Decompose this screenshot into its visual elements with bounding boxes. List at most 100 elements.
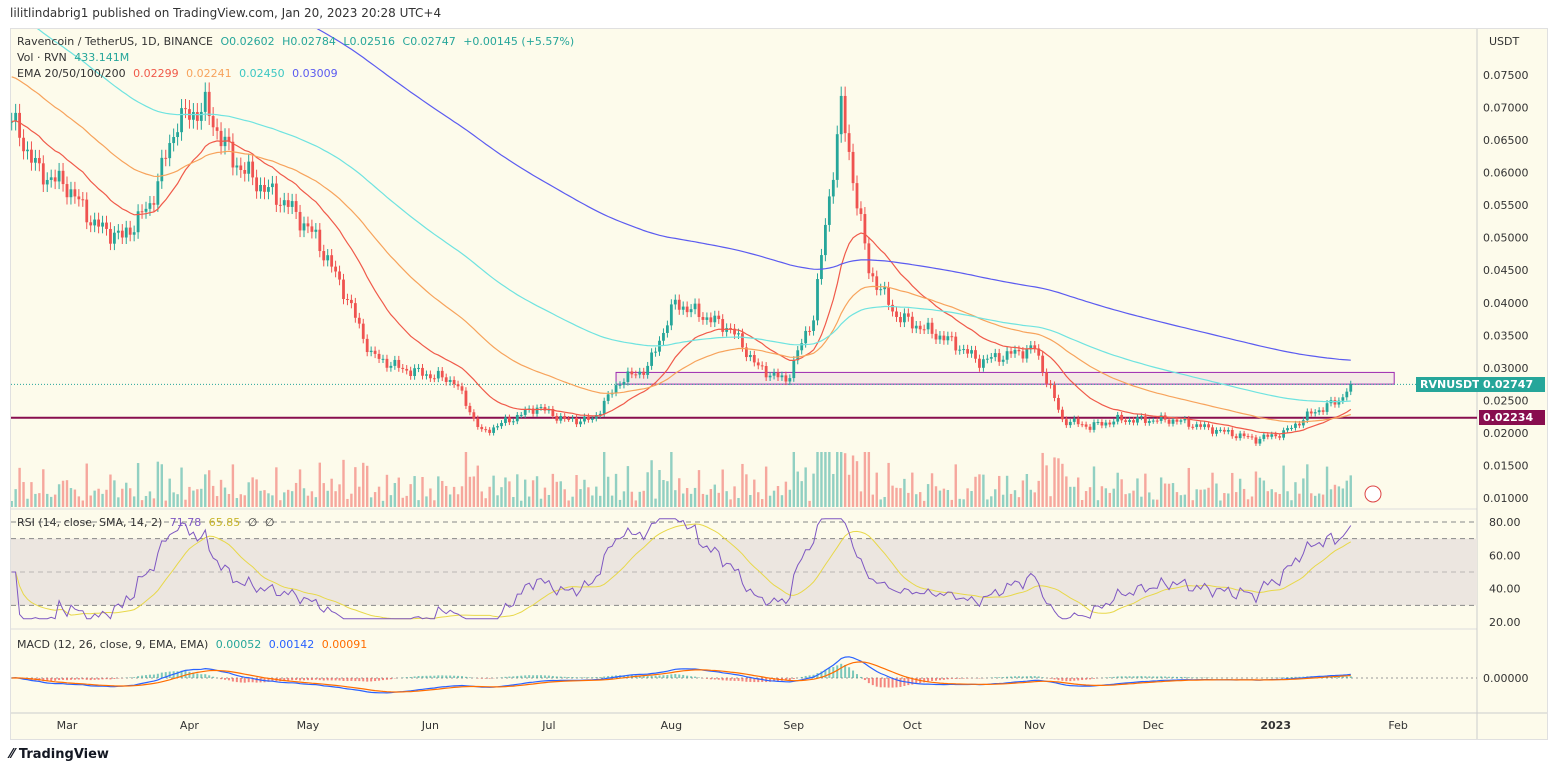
candle-body — [820, 255, 823, 280]
macd-histogram-bar — [1298, 676, 1301, 678]
volume-bar — [223, 487, 227, 507]
volume-bar — [69, 488, 73, 507]
rsi-line — [11, 518, 1352, 620]
volume-bar — [764, 466, 768, 507]
candle-body — [500, 422, 503, 427]
volume-bar — [188, 486, 191, 507]
high: H0.02784 — [282, 35, 336, 48]
candle-body — [310, 226, 314, 232]
macd-histogram-bar — [1148, 676, 1151, 678]
candle-body — [1112, 421, 1116, 425]
macd-histogram-bar — [350, 678, 353, 681]
macd-histogram-bar — [295, 678, 298, 681]
candle-body — [1286, 428, 1289, 431]
macd-histogram-bar — [1116, 676, 1119, 678]
volume-bar — [1080, 500, 1084, 507]
volume-bar — [1077, 477, 1080, 507]
candle-body — [515, 414, 519, 422]
volume-bar — [836, 452, 839, 507]
macd-histogram-bar — [547, 675, 550, 678]
candle-body — [1337, 400, 1341, 405]
time-label: Mar — [57, 719, 78, 732]
macd-histogram-bar — [137, 676, 140, 678]
volume-bar — [1227, 493, 1230, 507]
macd-histogram-bar — [1081, 678, 1084, 681]
volume-bar — [362, 462, 365, 507]
volume-bar — [1013, 490, 1017, 507]
legend-main: Ravencoin / TetherUS, 1D, BINANCE O0.026… — [17, 35, 578, 48]
candle-body — [1053, 385, 1056, 398]
volume-bar — [121, 488, 124, 507]
candle-body — [575, 417, 578, 425]
volume-bar — [539, 498, 543, 507]
volume-bar — [255, 479, 258, 507]
candle-body — [192, 112, 195, 120]
time-label: Feb — [1388, 719, 1407, 732]
candle-body — [551, 409, 555, 416]
change: +0.00145 (+5.57%) — [463, 35, 575, 48]
volume-bar — [239, 494, 242, 507]
volume-bar — [1140, 496, 1143, 507]
macd-histogram-bar — [227, 678, 230, 681]
candle-body — [871, 273, 875, 277]
volume-bar — [393, 483, 397, 507]
macd-histogram-bar — [848, 667, 851, 678]
macd-histogram-bar — [1057, 678, 1060, 681]
volume-bar — [472, 476, 476, 507]
volume-bar — [733, 486, 736, 507]
logo-icon: ⁄⁄ — [10, 747, 19, 762]
rsi-ma-line — [11, 523, 1352, 620]
volume-bar — [389, 495, 393, 507]
candle-body — [1147, 420, 1151, 423]
candle-body — [563, 416, 567, 419]
volume-bar — [1096, 500, 1100, 507]
volume-bar — [950, 499, 953, 507]
volume-bar — [42, 469, 45, 507]
chart-canvas[interactable]: 0.07500 0.07000 0.06500 0.06000 0.05500 0.050… — [11, 29, 1547, 739]
macd-histogram-bar — [1345, 676, 1348, 678]
volume-bar — [105, 489, 108, 507]
volume-bar — [749, 495, 752, 507]
volume-bar — [1345, 480, 1348, 507]
candle-body — [1203, 424, 1206, 427]
macd-histogram-bar — [89, 678, 92, 681]
volume-bar — [674, 490, 677, 507]
volume-bar — [903, 478, 906, 507]
volume-bar — [520, 500, 523, 507]
candle-body — [1349, 384, 1353, 392]
volume-bar — [1148, 492, 1151, 507]
volume-bar — [666, 481, 669, 507]
chart-frame[interactable]: 0.07500 0.07000 0.06500 0.06000 0.05500 0.050… — [10, 28, 1548, 740]
candle-body — [1021, 351, 1025, 359]
volume-bar — [618, 499, 622, 507]
candle-body — [843, 95, 847, 134]
macd-histogram-bar — [611, 675, 614, 678]
volume-bar — [926, 484, 930, 507]
ema100-line — [36, 29, 1351, 403]
candle-body — [259, 184, 262, 192]
candle-body — [425, 374, 428, 376]
volume-bar — [1116, 472, 1119, 507]
candle-body — [511, 421, 515, 423]
volume-bar — [599, 495, 602, 507]
candle-body — [18, 112, 21, 138]
macd-histogram-bar — [314, 678, 317, 680]
macd-histogram-bar — [626, 675, 629, 678]
macd-histogram-bar — [622, 675, 625, 678]
macd-histogram-bar — [464, 676, 467, 678]
candle-body — [286, 200, 290, 207]
macd-histogram-bar — [559, 676, 562, 678]
candle-body — [1096, 422, 1100, 424]
volume-bar — [606, 476, 610, 507]
candle-body — [602, 400, 606, 414]
volume-bar — [1258, 477, 1262, 507]
candle-body — [164, 157, 168, 159]
candle-body — [452, 379, 456, 385]
candle-body — [45, 179, 49, 185]
volume-bar — [1290, 500, 1293, 507]
volume-bar — [1294, 482, 1297, 507]
macd-histogram-bar — [792, 678, 795, 680]
candle-body — [468, 405, 472, 413]
macd-histogram-bar — [449, 675, 452, 678]
volume-bar — [1179, 495, 1183, 507]
